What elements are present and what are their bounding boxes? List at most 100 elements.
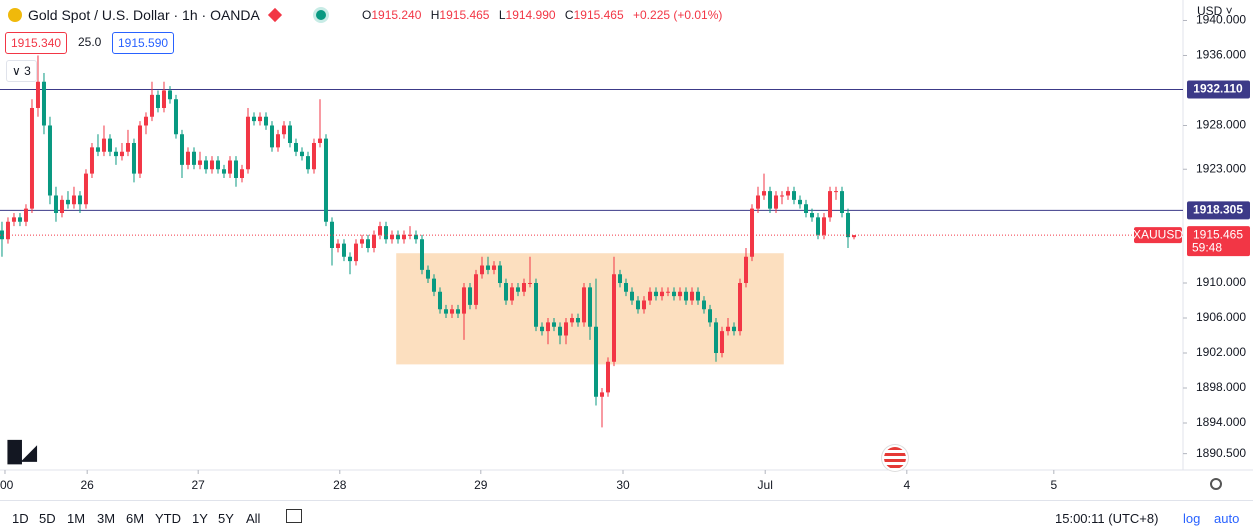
candle-body [317,138,322,143]
range-button[interactable]: YTD [155,511,181,526]
candle-body [630,291,635,301]
candle-body [221,169,226,174]
flag-icon[interactable] [267,7,282,23]
price-label: 1918.305 [1193,202,1243,216]
candle-body [263,116,268,126]
candle-body [41,81,46,126]
candle-body [425,269,430,279]
candle-body [137,125,142,174]
buy-button[interactable]: 1915.590 [112,32,175,54]
last-price-label: 1915.465 [1193,227,1243,241]
candle-body [239,169,244,178]
settings-button[interactable] [1210,478,1222,490]
candle-body [383,226,388,240]
range-button[interactable]: 1D [12,511,29,526]
change: +0.225 (+0.01%) [633,8,723,22]
range-button[interactable]: 5D [39,511,56,526]
candle-body [768,191,773,209]
candle-body [227,160,232,174]
y-tick-label: 1928.000 [1196,118,1246,132]
candle-body [179,134,184,165]
market-status[interactable] [315,10,326,20]
candle-body [648,291,653,301]
x-tick-label: 26 [81,478,95,492]
candle-body [612,274,617,362]
candle-body [840,191,845,213]
candle-body [59,199,64,213]
clock: 15:00:11 (UTC+8) [1055,511,1159,526]
sell-button[interactable]: 1915.340 [5,32,68,54]
candle-body [834,191,839,193]
candle-body [323,138,328,222]
candle-body [569,318,574,323]
candle-body [491,265,496,270]
bottom-toolbar: 1D 5D 1M 3M 6M YTD 1Y 5Y All 15:00:11 (U… [0,500,1253,531]
candle-body [89,147,94,174]
candle-body [161,90,166,108]
range-button[interactable]: 3M [97,511,116,526]
y-tick-label: 1910.000 [1196,275,1246,289]
candle-body [557,326,562,336]
candle-body [95,147,100,152]
candle-body [804,204,809,213]
candle-body [185,151,190,165]
chart: 1940.000 1936.000 1928.000 1923.000 1910.000… [0,0,1253,492]
candle-body [5,221,10,240]
candle-body [23,208,28,222]
x-tick-label: :00 [0,478,14,492]
ohlc-value: 1915.465 [573,8,624,22]
candle-body [257,116,262,122]
candle-body [810,212,815,218]
symbol-label-bg [1134,227,1182,244]
symbol-title[interactable]: Gold Spot / U.S. Dollar · 1h · OANDA [28,7,260,23]
indicators-toggle[interactable]: ∨ 3 [6,60,37,82]
candle-body [533,282,538,327]
price-label-bg [1187,201,1250,220]
candle-body [113,151,118,157]
candle-body [575,318,580,323]
range-button[interactable]: 5Y [218,511,234,526]
candle-body [341,243,346,257]
candle-body [600,392,605,397]
date-range-button[interactable] [286,509,302,523]
candle-body [672,291,677,297]
candle-body [119,151,124,157]
range-button[interactable]: 1Y [192,511,208,526]
candle-body [35,81,40,108]
candle-body [744,256,749,283]
range-button[interactable]: 6M [126,511,145,526]
candle-body [786,191,791,196]
candle-body [413,234,418,240]
candle-body [431,278,436,292]
candle-body [545,322,550,332]
candle-body [828,191,833,218]
x-tick-label: 28 [333,478,347,492]
candle-body [485,265,490,270]
candle-body [11,217,16,222]
range-button[interactable]: All [246,511,261,526]
candle-body [167,90,172,100]
candle-body [720,331,725,354]
candle-body [353,243,358,262]
candle-body [587,287,592,327]
ohlc-legend: O1915.240 H1915.465 L1914.990 C1915.465 … [362,8,728,22]
candle-body [708,309,713,323]
log-toggle[interactable]: log [1183,511,1201,526]
auto-toggle[interactable]: auto [1214,511,1240,526]
candle-body [684,291,689,301]
y-tick-label: 1894.000 [1196,415,1246,429]
event-flag[interactable] [884,447,906,469]
candle-body [714,322,719,354]
currency-select[interactable]: USD ˅ [1197,4,1233,18]
x-tick-label: 30 [616,478,630,492]
candle-body [365,239,370,248]
candle-body [305,156,310,170]
candle-body [780,195,785,197]
candle-body [275,134,280,148]
candle-body [798,199,803,205]
spread: 25.0 [76,32,104,52]
candle-body [762,191,767,196]
range-button[interactable]: 1M [67,511,86,526]
y-tick-label: 1890.500 [1196,446,1246,460]
candle-body [83,173,88,205]
